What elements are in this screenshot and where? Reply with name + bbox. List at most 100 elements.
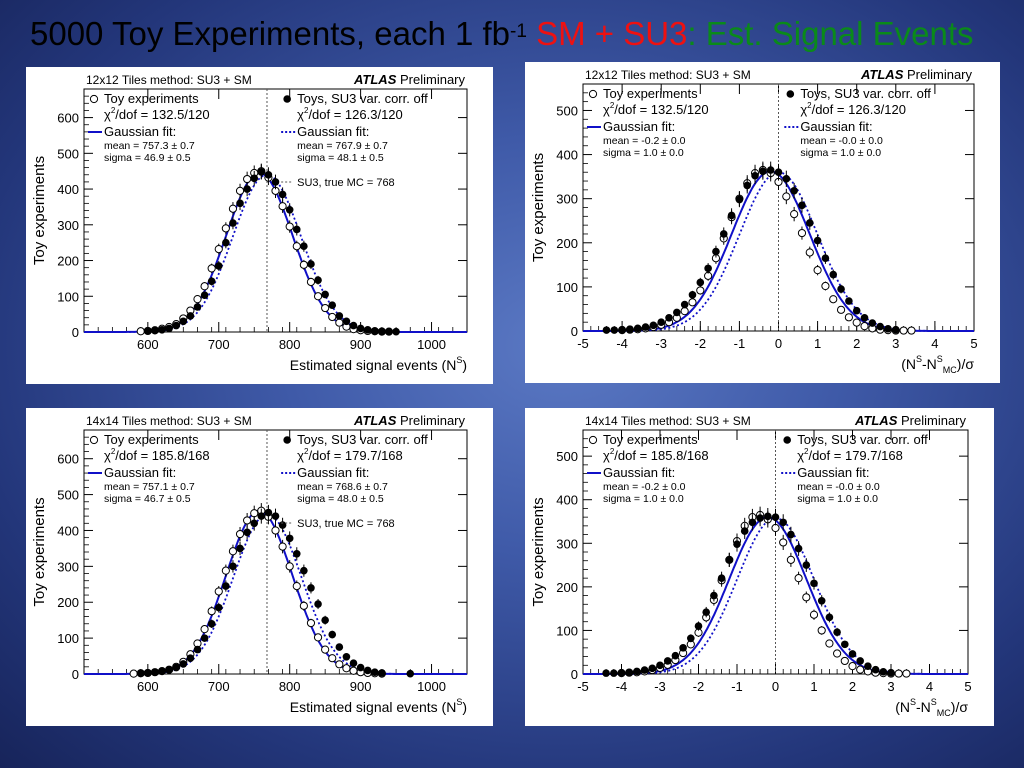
legend-fit-label: Gaussian fit: xyxy=(104,124,176,139)
title-superscript: -1 xyxy=(510,21,527,42)
y-tick-label: 600 xyxy=(57,452,79,467)
data-point-open xyxy=(794,574,803,583)
data-point-filled xyxy=(845,297,853,305)
legend-chi2: χ2/dof = 126.3/120 xyxy=(297,106,403,122)
data-point-filled xyxy=(817,597,826,605)
data-point-filled xyxy=(179,317,188,326)
data-point-filled xyxy=(633,667,641,676)
data-point-filled xyxy=(610,326,619,334)
legend-chi2: χ2/dof = 132.5/120 xyxy=(603,101,709,117)
data-point-filled xyxy=(665,313,673,322)
legend-chi2-value: /dof = 126.3/120 xyxy=(812,102,906,117)
data-point-filled xyxy=(625,668,633,677)
preliminary-label: Preliminary xyxy=(897,413,966,428)
gaussian-fit-curve-dotted xyxy=(84,173,467,333)
plot-header-method: 14x14 Tiles method: SU3 + SM xyxy=(86,414,252,428)
y-tick-label: 200 xyxy=(57,595,79,610)
legend-chi2: χ2/dof = 132.5/120 xyxy=(104,106,210,122)
data-point-filled xyxy=(285,534,294,543)
x-axis-label-sup: S xyxy=(910,697,916,707)
plot-header-method: 14x14 Tiles method: SU3 + SM xyxy=(585,414,751,428)
data-point-filled xyxy=(370,327,379,335)
legend-fit-label: Gaussian fit: xyxy=(297,465,369,480)
data-point-open xyxy=(278,542,287,551)
y-tick-label: 300 xyxy=(57,218,79,233)
data-point-filled xyxy=(321,290,329,299)
data-point-filled xyxy=(229,219,237,227)
x-tick-label: 3 xyxy=(887,679,894,694)
data-point-filled xyxy=(243,185,251,193)
data-point-filled xyxy=(172,321,181,330)
legend-true-mc-label: SU3, true MC = 768 xyxy=(297,518,395,530)
legend-fit-label: Gaussian fit: xyxy=(104,465,176,480)
chi-superscript: 2 xyxy=(304,447,309,456)
data-point-filled xyxy=(687,634,695,643)
x-tick-label: 1000 xyxy=(417,679,446,694)
data-point-filled xyxy=(876,322,884,331)
data-point-filled xyxy=(725,556,734,564)
x-tick-label: 800 xyxy=(279,337,301,352)
data-point-filled xyxy=(610,669,618,677)
legend-marker-label: Toy experiments xyxy=(104,91,199,106)
data-point-filled xyxy=(663,657,672,665)
series-toys-su3-var-corr-off xyxy=(602,161,900,334)
data-point-open xyxy=(328,654,337,663)
data-point-open xyxy=(321,303,330,313)
legend-chi2-value: /dof = 185.8/168 xyxy=(614,448,708,463)
data-point-open xyxy=(821,281,830,291)
chart-14x14-pull: 14x14 Tiles method: SU3 + SM ATLAS Prelim… xyxy=(530,413,972,718)
data-point-open xyxy=(902,669,911,678)
data-point-filled xyxy=(200,291,209,299)
data-point-filled xyxy=(719,230,728,238)
data-point-filled xyxy=(717,574,726,582)
data-point-open xyxy=(786,555,795,564)
data-point-open xyxy=(771,523,780,533)
x-tick-label: 4 xyxy=(926,679,933,694)
data-point-open xyxy=(328,312,337,322)
data-point-filled xyxy=(250,174,259,183)
data-point-filled xyxy=(356,663,365,672)
y-tick-label: 500 xyxy=(556,103,578,118)
chi-symbol: χ xyxy=(797,448,804,463)
y-tick-label: 500 xyxy=(57,146,79,161)
x-tick-label: 0 xyxy=(772,679,779,694)
data-point-filled xyxy=(257,168,266,176)
preliminary-label: Preliminary xyxy=(396,72,465,87)
data-point-filled xyxy=(285,205,294,214)
data-point-filled xyxy=(794,544,803,553)
data-point-filled xyxy=(813,236,822,245)
x-axis-label-sup2: S xyxy=(937,354,943,364)
data-point-filled xyxy=(292,225,301,234)
x-axis-label: (NS-NSMC)/σ xyxy=(895,697,968,718)
data-point-open xyxy=(200,282,209,291)
y-tick-label: 200 xyxy=(57,254,79,269)
data-point-open xyxy=(235,529,245,539)
legend-marker-filled xyxy=(283,95,291,103)
data-point-filled xyxy=(193,303,202,311)
data-point-filled xyxy=(378,669,386,677)
data-point-filled xyxy=(278,521,287,529)
data-point-filled xyxy=(151,668,159,677)
data-point-filled xyxy=(165,324,173,333)
legend-fit-label: Gaussian fit: xyxy=(297,124,369,139)
legend-chi2-value: /dof = 132.5/120 xyxy=(614,102,708,117)
x-axis-label: (NS-NSMC)/σ xyxy=(901,354,974,375)
data-point-open xyxy=(817,626,826,635)
data-point-open xyxy=(856,665,865,674)
data-point-open xyxy=(844,313,853,322)
data-point-filled xyxy=(673,308,681,317)
data-point-open xyxy=(833,649,842,658)
series-toys-su3-var-corr-off xyxy=(136,504,415,678)
chi-superscript: 2 xyxy=(610,101,615,110)
x-axis-label-main: (N xyxy=(901,356,916,372)
data-point-filled xyxy=(680,300,689,309)
data-point-filled xyxy=(271,178,280,186)
legend-fit-mean: mean = -0.2 ± 0.0 xyxy=(603,135,686,147)
data-point-open xyxy=(200,625,209,634)
data-point-open xyxy=(894,669,903,678)
data-point-filled xyxy=(229,562,237,571)
legend-fit-label: Gaussian fit: xyxy=(603,119,675,134)
data-point-open xyxy=(306,618,316,628)
chi-symbol: χ xyxy=(104,107,111,122)
y-tick-label: 400 xyxy=(556,148,578,163)
